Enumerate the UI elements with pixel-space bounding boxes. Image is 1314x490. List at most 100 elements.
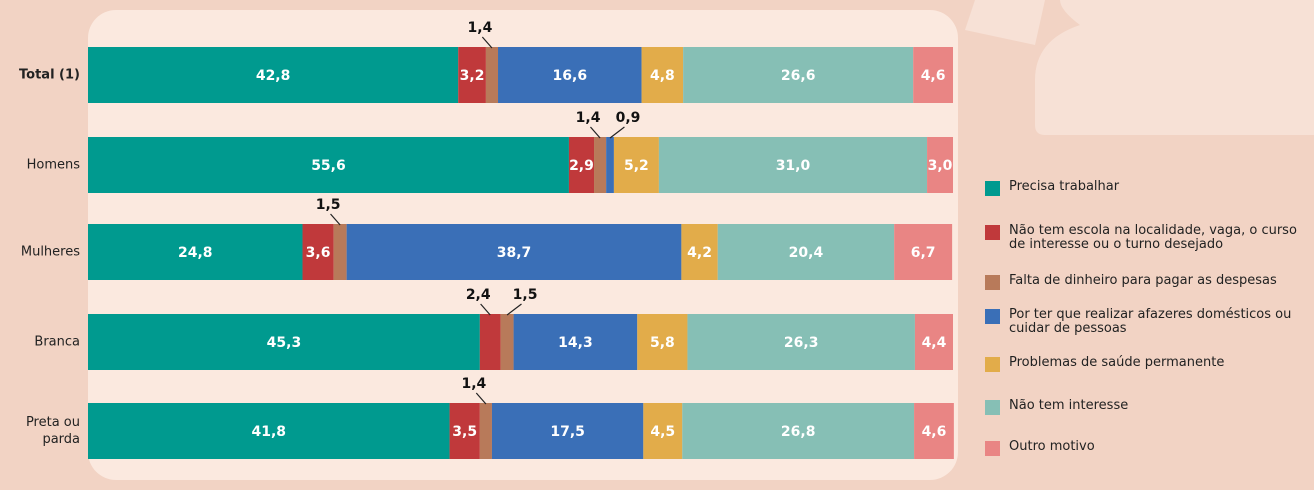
bar-segment bbox=[498, 47, 642, 103]
value-label: 4,5 bbox=[650, 424, 675, 440]
value-label: 1,5 bbox=[316, 197, 341, 213]
value-label: 5,2 bbox=[624, 158, 649, 174]
value-label: 1,4 bbox=[576, 110, 601, 126]
value-label: 38,7 bbox=[497, 245, 532, 261]
value-label: 4,4 bbox=[922, 335, 947, 351]
bar-segment bbox=[302, 224, 334, 280]
bar-segment bbox=[479, 403, 492, 459]
category-label: Homens bbox=[26, 157, 80, 173]
value-label: 1,5 bbox=[513, 287, 538, 303]
value-label: 41,8 bbox=[252, 424, 287, 440]
value-label: 4,8 bbox=[650, 68, 675, 84]
bar-segment bbox=[346, 224, 682, 280]
legend-label: Problemas de saúde permanente bbox=[1009, 355, 1225, 370]
bar-segment bbox=[513, 314, 638, 370]
bar-segment bbox=[606, 137, 614, 193]
value-label: 17,5 bbox=[550, 424, 585, 440]
legend-label: Não tem escola na localidade, vaga, o cu… bbox=[1009, 223, 1297, 252]
value-label: 1,4 bbox=[461, 376, 486, 392]
bar-segment bbox=[88, 224, 303, 280]
value-label: 42,8 bbox=[256, 68, 291, 84]
value-label: 20,4 bbox=[789, 245, 824, 261]
legend-swatch bbox=[985, 181, 1000, 196]
value-label: 26,6 bbox=[781, 68, 816, 84]
legend-swatch bbox=[985, 225, 1000, 240]
bar-segment bbox=[681, 224, 718, 280]
legend-swatch bbox=[985, 400, 1000, 415]
category-label: Total (1) bbox=[19, 67, 80, 83]
category-label: Branca bbox=[34, 334, 80, 350]
bar-segment bbox=[88, 403, 450, 459]
bar-segment bbox=[491, 403, 644, 459]
legend-item: Por ter que realizar afazeres domésticos… bbox=[985, 308, 1309, 336]
leader-line bbox=[480, 303, 491, 316]
value-label: 4,6 bbox=[921, 68, 946, 84]
value-label: 16,6 bbox=[553, 68, 588, 84]
legend-item: Outro motivo bbox=[985, 440, 1309, 456]
legend-label: Por ter que realizar afazeres domésticos… bbox=[1009, 307, 1292, 336]
bar-segment bbox=[683, 47, 914, 103]
bar-segment bbox=[641, 47, 684, 103]
value-label: 14,3 bbox=[558, 335, 593, 351]
value-label: 45,3 bbox=[267, 335, 302, 351]
bar-segment bbox=[643, 403, 683, 459]
bar-segment bbox=[88, 137, 569, 193]
legend-item: Não tem escola na localidade, vaga, o cu… bbox=[985, 224, 1309, 252]
legend-item: Precisa trabalhar bbox=[985, 180, 1309, 196]
bar-segment bbox=[894, 224, 953, 280]
legend-swatch bbox=[985, 309, 1000, 324]
value-label: 26,3 bbox=[784, 335, 819, 351]
bar-segment bbox=[88, 314, 480, 370]
bar-segment bbox=[88, 47, 459, 103]
legend-label: Falta de dinheiro para pagar as despesas bbox=[1009, 273, 1277, 288]
bar-segment bbox=[913, 47, 953, 103]
legend-swatch bbox=[985, 357, 1000, 372]
bar-segment bbox=[449, 403, 480, 459]
category-label: Mulheres bbox=[20, 244, 80, 260]
category-label: Preta ou parda bbox=[25, 415, 80, 447]
bar-segment bbox=[717, 224, 895, 280]
bar-segment bbox=[613, 137, 659, 193]
value-label: 26,8 bbox=[781, 424, 816, 440]
value-label: 4,2 bbox=[687, 245, 712, 261]
value-label: 3,6 bbox=[306, 245, 331, 261]
value-label: 3,2 bbox=[460, 68, 485, 84]
value-label: 2,9 bbox=[569, 158, 594, 174]
value-label: 6,7 bbox=[911, 245, 936, 261]
bar-segment bbox=[658, 137, 928, 193]
legend-label: Não tem interesse bbox=[1009, 398, 1129, 413]
value-label: 24,8 bbox=[178, 245, 213, 261]
bar-segment bbox=[500, 314, 514, 370]
value-label: 5,8 bbox=[650, 335, 675, 351]
leader-line bbox=[475, 392, 487, 405]
legend-item: Falta de dinheiro para pagar as despesas bbox=[985, 274, 1309, 290]
bar-segment bbox=[687, 314, 915, 370]
leader-line bbox=[481, 36, 493, 49]
bar-segment bbox=[637, 314, 688, 370]
leader-line bbox=[609, 126, 625, 139]
value-label: 55,6 bbox=[311, 158, 346, 174]
value-label: 31,0 bbox=[776, 158, 811, 174]
bar-segment bbox=[333, 224, 347, 280]
value-label: 3,5 bbox=[452, 424, 477, 440]
legend-label: Outro motivo bbox=[1009, 439, 1095, 454]
decor-icon bbox=[1000, 0, 1314, 135]
legend-swatch bbox=[985, 441, 1000, 456]
bar-segment bbox=[479, 314, 501, 370]
value-label: 4,6 bbox=[922, 424, 947, 440]
leader-line bbox=[506, 303, 522, 316]
bar-segment bbox=[682, 403, 915, 459]
bar-segment bbox=[485, 47, 499, 103]
bar-segment bbox=[594, 137, 607, 193]
legend-item: Problemas de saúde permanente bbox=[985, 356, 1309, 372]
leader-line bbox=[330, 213, 341, 226]
value-label: 3,0 bbox=[928, 158, 953, 174]
legend-label: Precisa trabalhar bbox=[1009, 179, 1120, 194]
bar-segment bbox=[568, 137, 595, 193]
bar-segment bbox=[458, 47, 486, 103]
legend-item: Não tem interesse bbox=[985, 399, 1309, 415]
decor-card bbox=[965, 0, 1045, 45]
value-label: 1,4 bbox=[468, 20, 493, 36]
